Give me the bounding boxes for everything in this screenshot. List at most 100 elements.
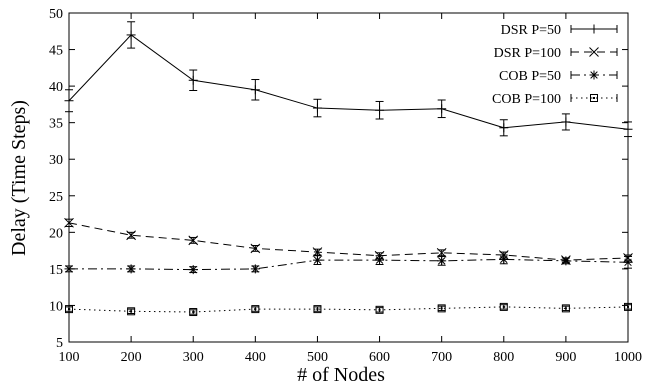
x-tick-label: 500 — [307, 350, 328, 365]
data-point — [312, 103, 322, 113]
data-point — [312, 247, 323, 257]
marker-stroke — [250, 243, 261, 254]
x-tick-label: 100 — [59, 350, 80, 365]
series-line — [68, 222, 629, 261]
marker-stroke — [589, 47, 599, 57]
marker-stroke — [437, 304, 446, 313]
legend-label: DSR P=50 — [501, 23, 561, 38]
series-line — [69, 258, 629, 271]
data-point — [250, 85, 260, 95]
legend-marker — [589, 47, 599, 57]
plot-frame — [68, 12, 629, 343]
legend-entry: DSR P=100 — [494, 46, 618, 61]
series-line — [68, 34, 629, 130]
marker-stroke — [562, 257, 570, 265]
marker-stroke — [188, 235, 199, 246]
marker-dot — [564, 307, 567, 310]
data-point — [250, 243, 261, 254]
marker-dot — [316, 308, 319, 311]
marker-stroke — [499, 302, 508, 311]
data-point — [126, 264, 136, 274]
data-point — [375, 255, 385, 265]
marker-dot — [593, 97, 595, 99]
data-point — [188, 265, 198, 275]
data-point — [499, 302, 508, 311]
y-tick-label: 10 — [49, 299, 63, 314]
marker-stroke — [590, 71, 598, 79]
data-point — [623, 257, 633, 267]
data-point — [251, 305, 260, 314]
data-point — [126, 230, 136, 241]
legend-label: DSR P=100 — [494, 46, 561, 61]
data-point — [499, 254, 509, 264]
legend-entry: DSR P=50 — [501, 23, 618, 38]
y-tick-label: 40 — [49, 80, 63, 95]
x-tick-label: 900 — [555, 350, 576, 365]
legend: DSR P=50 DSR P=100 COB P=50 COB P=100 — [492, 23, 618, 107]
marker-stroke — [65, 305, 73, 314]
marker-stroke — [127, 307, 136, 316]
data-point — [623, 124, 633, 134]
data-point — [189, 308, 198, 317]
data-point — [437, 256, 447, 266]
data-point — [127, 307, 136, 316]
marker-dot — [192, 311, 195, 314]
legend-label: COB P=100 — [492, 92, 561, 107]
marker-dot — [627, 305, 629, 308]
series-4 — [65, 302, 632, 317]
marker-stroke — [65, 265, 73, 273]
x-tick-label: 700 — [431, 350, 452, 365]
x-tick-label: 200 — [121, 350, 142, 365]
data-point — [561, 304, 570, 313]
data-point — [65, 305, 73, 314]
data-point — [375, 305, 384, 314]
series-3 — [64, 254, 633, 275]
marker-stroke — [500, 255, 508, 264]
data-point — [561, 117, 571, 127]
marker-stroke — [624, 258, 632, 267]
y-tick-label: 15 — [49, 263, 63, 278]
data-point — [313, 305, 322, 314]
marker-dot — [130, 310, 133, 313]
data-point — [64, 96, 74, 106]
data-point — [64, 264, 74, 274]
legend-marker — [589, 24, 599, 34]
y-axis-label: Delay (Time Steps) — [8, 100, 30, 256]
axes: 5 10 15 20 25 30 35 40 45 50 100 200 300 400 500 600 700… — [49, 7, 642, 365]
data-point — [437, 104, 447, 114]
data-point — [436, 247, 447, 258]
marker-stroke — [189, 308, 198, 317]
marker-stroke — [126, 230, 136, 241]
y-tick-label: 45 — [49, 44, 63, 59]
y-tick-label: 25 — [49, 190, 63, 205]
marker-stroke — [375, 256, 384, 264]
data-point — [499, 123, 509, 133]
marker-dot — [440, 307, 443, 310]
marker-dot — [254, 308, 257, 311]
data-point — [624, 302, 632, 311]
marker-dot — [378, 308, 381, 311]
y-tick-label: 50 — [49, 7, 63, 22]
marker-stroke — [624, 302, 632, 311]
series-layer — [64, 21, 633, 317]
x-axis-label: # of Nodes — [297, 364, 385, 386]
marker-stroke — [436, 247, 447, 258]
marker-stroke — [189, 265, 197, 274]
data-point — [312, 255, 322, 265]
marker-stroke — [437, 257, 446, 265]
series-2 — [64, 217, 633, 265]
x-tick-label: 400 — [245, 350, 266, 365]
marker-dot — [502, 305, 505, 308]
data-point — [64, 217, 74, 228]
data-point — [561, 256, 571, 266]
data-point — [188, 235, 199, 246]
series-1 — [64, 21, 633, 138]
x-tick-label: 1000 — [614, 350, 642, 365]
legend-marker — [590, 94, 598, 102]
y-tick-label: 35 — [49, 117, 63, 132]
marker-stroke — [251, 265, 260, 273]
series-line — [68, 306, 629, 313]
x-tick-label: 300 — [183, 350, 204, 365]
legend-entry: COB P=100 — [492, 92, 618, 107]
